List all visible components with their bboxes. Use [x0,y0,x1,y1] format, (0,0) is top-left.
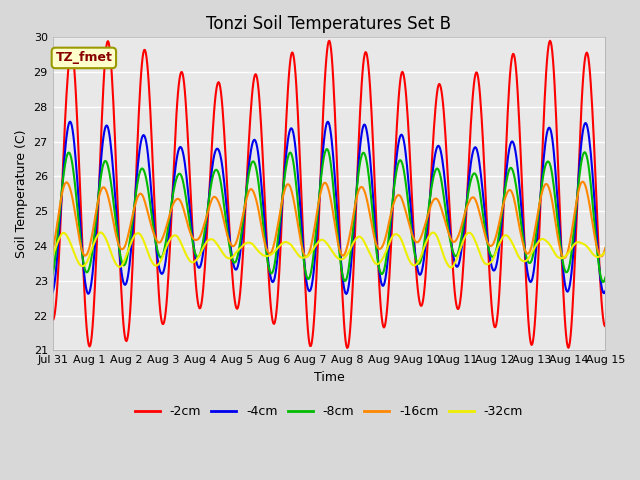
Line: -8cm: -8cm [52,149,605,282]
-2cm [398,70,406,76]
-8cm [599,279,607,285]
-4cm [202,228,209,234]
-16cm [561,255,568,261]
-32cm [447,264,454,270]
-2cm [343,345,351,351]
-32cm [116,264,124,270]
-16cm [172,197,179,203]
-4cm [59,178,67,183]
-2cm [201,264,209,270]
-4cm [602,288,609,294]
-4cm [398,132,406,138]
-8cm [172,179,179,184]
-2cm [602,324,609,329]
Line: -4cm: -4cm [52,122,605,294]
-16cm [116,244,124,250]
Legend: -2cm, -4cm, -8cm, -16cm, -32cm: -2cm, -4cm, -8cm, -16cm, -32cm [130,400,528,423]
Y-axis label: Soil Temperature (C): Soil Temperature (C) [15,130,28,258]
-8cm [323,146,331,152]
-4cm [342,291,350,297]
-2cm [116,249,124,255]
Line: -2cm: -2cm [52,41,605,348]
-16cm [579,179,587,185]
-8cm [397,157,404,163]
-32cm [602,249,609,255]
-32cm [173,233,180,239]
-8cm [49,272,56,277]
-4cm [414,267,422,273]
-2cm [326,38,333,44]
-8cm [59,180,67,185]
-16cm [201,219,209,225]
-8cm [602,275,609,280]
-16cm [602,245,609,251]
-32cm [97,229,105,235]
-2cm [59,170,67,176]
-32cm [49,253,56,259]
-8cm [413,259,421,265]
-4cm [116,259,124,264]
-32cm [397,236,404,241]
-2cm [414,286,422,292]
-8cm [201,227,209,233]
-16cm [396,193,404,199]
-4cm [49,289,56,295]
-32cm [413,261,421,266]
Line: -16cm: -16cm [52,182,605,258]
Text: TZ_fmet: TZ_fmet [56,51,112,64]
-2cm [49,317,56,323]
-16cm [49,247,56,253]
-2cm [172,125,179,131]
-32cm [59,230,67,236]
-16cm [59,188,67,194]
Line: -32cm: -32cm [52,232,605,267]
-32cm [202,240,209,246]
X-axis label: Time: Time [314,371,344,384]
-4cm [173,158,180,164]
-4cm [67,119,74,125]
-8cm [116,248,124,253]
-16cm [412,239,420,245]
Title: Tonzi Soil Temperatures Set B: Tonzi Soil Temperatures Set B [207,15,451,33]
